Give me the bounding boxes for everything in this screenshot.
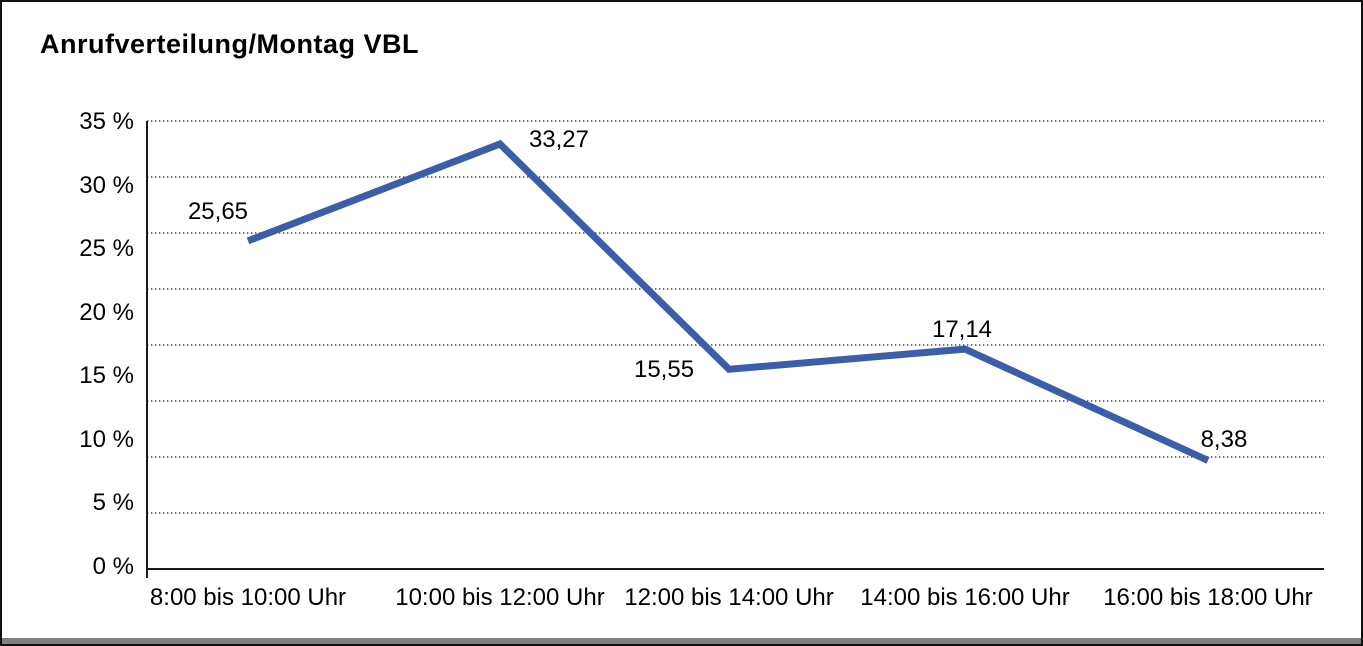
data-point-label: 33,27 — [528, 125, 589, 153]
x-axis-category-label: 16:00 bis 18:00 Uhr — [1103, 584, 1313, 611]
bottom-edge-bar — [2, 638, 1361, 644]
y-axis-tick-label: 25 % — [79, 235, 134, 263]
y-axis-tick-label: 0 % — [92, 553, 134, 580]
y-axis-tick-label: 30 % — [79, 171, 134, 199]
y-axis-tick-label: 20 % — [79, 298, 134, 326]
x-axis-category-label: 12:00 bis 14:00 Uhr — [624, 584, 834, 611]
data-point-label: 25,65 — [187, 197, 249, 225]
x-axis-category-label: 8:00 bis 10:00 Uhr — [149, 584, 347, 611]
data-line-series — [246, 139, 1210, 464]
y-axis-tick-label: 10 % — [79, 425, 134, 453]
y-axis-tick-label: 15 % — [79, 362, 134, 390]
data-point-label: 15,55 — [633, 356, 695, 384]
chart-title: Anrufverteilung/Montag VBL — [40, 29, 419, 59]
y-axis-tick-label: 5 % — [92, 489, 134, 517]
x-axis-category-label: 10:00 bis 12:00 Uhr — [395, 584, 605, 611]
x-axis-category-label: 14:00 bis 16:00 Uhr — [860, 584, 1070, 611]
y-axis-tick-label: 35 % — [79, 108, 134, 135]
data-point-label: 8,38 — [1200, 426, 1248, 454]
data-point-label: 17,14 — [931, 316, 993, 344]
